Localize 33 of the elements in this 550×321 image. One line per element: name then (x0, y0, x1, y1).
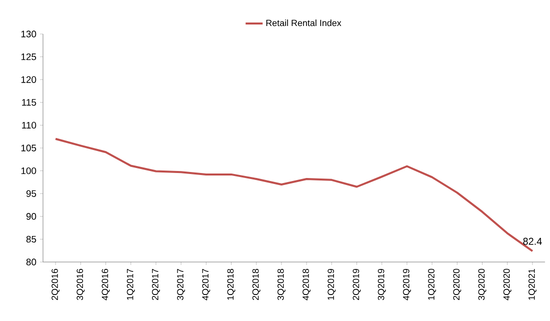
y-tick-label: 100 (21, 167, 36, 174)
x-tick-label: 3Q2018 (277, 268, 286, 300)
legend-label: Retail Rental Index (266, 20, 342, 26)
x-tick-label: 3Q2020 (478, 268, 486, 300)
y-tick-label: 85 (26, 236, 36, 243)
x-tick-label: 4Q2020 (503, 268, 512, 300)
x-tick-label: 3Q2019 (378, 268, 386, 300)
y-tick-label: 125 (21, 53, 36, 60)
y-tick-label: 120 (21, 76, 36, 83)
y-tick-label: 115 (22, 99, 36, 106)
x-tick-label: 4Q2019 (402, 268, 411, 300)
annotation: 82.4 (523, 238, 542, 245)
y-tick-label: 95 (26, 190, 36, 197)
x-tick-label: 1Q2021 (528, 268, 536, 300)
x-tick-label: 3Q2017 (177, 268, 186, 300)
x-tick-label: 1Q2019 (328, 268, 336, 300)
y-tick-label: 130 (21, 30, 36, 38)
x-tick-label: 2Q2017 (152, 268, 160, 300)
x-tick-label: 1Q2018 (227, 268, 236, 300)
x-tick-label: 2Q2019 (352, 268, 361, 300)
y-tick-label: 110 (22, 122, 36, 129)
x-tick-label: 1Q2020 (428, 268, 436, 300)
y-tick-label: 80 (26, 258, 36, 266)
x-tick-label: 4Q2017 (202, 268, 210, 300)
x-tick-label: 3Q2016 (76, 268, 85, 300)
x-tick-label: 2Q2020 (453, 268, 462, 300)
x-tick-label: 2Q2016 (52, 268, 60, 300)
x-tick-label: 2Q2018 (252, 268, 260, 300)
x-tick-label: 1Q2017 (126, 268, 135, 300)
x-tick-label: 4Q2018 (302, 268, 311, 300)
y-tick-label: 90 (26, 213, 36, 220)
x-tick-label: 4Q2016 (102, 268, 110, 300)
y-tick-label: 105 (21, 144, 36, 152)
